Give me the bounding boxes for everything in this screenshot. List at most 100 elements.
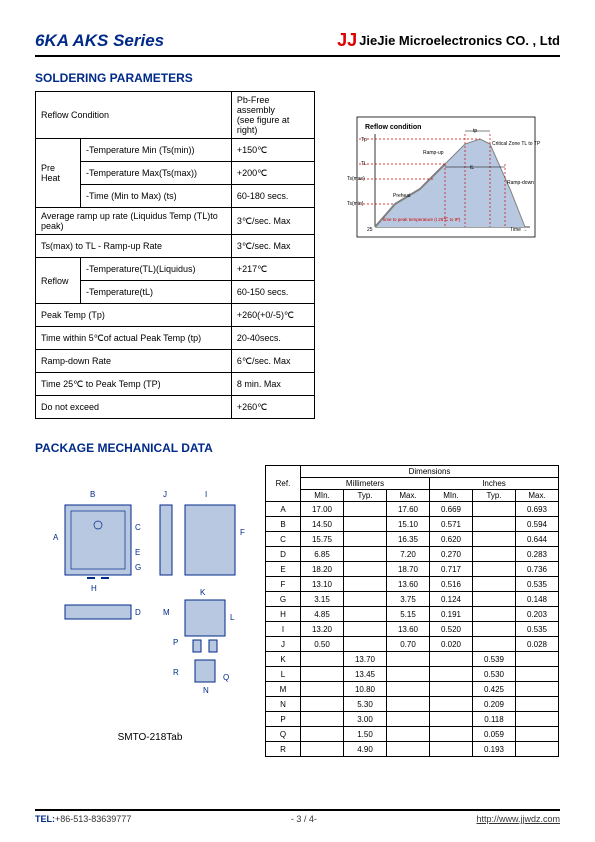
company-block: JJ JieJie Microelectronics CO. , Ltd [337, 30, 560, 51]
dim-typ1: Typ. [344, 490, 387, 502]
dim-cell [516, 682, 559, 697]
dim-cell: J [266, 637, 301, 652]
dim-cell [473, 532, 516, 547]
reflow-r0-v: +217℃ [231, 258, 314, 281]
dim-cell [344, 562, 387, 577]
svg-text:A: A [53, 533, 59, 542]
dim-cell [516, 697, 559, 712]
dim-cell [344, 637, 387, 652]
logo-text: JJ [337, 30, 357, 51]
dim-cell [473, 547, 516, 562]
avg-ramp-l: Average ramp up rate (Liquidus Temp (TL)… [36, 208, 232, 235]
dim-cell: 0.669 [430, 502, 473, 517]
dim-cell: 0.693 [516, 502, 559, 517]
dim-cell: 0.283 [516, 547, 559, 562]
dim-cell [301, 652, 344, 667]
dim-cell: C [266, 532, 301, 547]
dim-cell [516, 742, 559, 757]
rest-r0-v: +260(+0/-5)℃ [231, 304, 314, 327]
svg-text:Time →: Time → [510, 227, 527, 233]
dim-cell: 13.60 [387, 577, 430, 592]
dim-max2: Max. [516, 490, 559, 502]
svg-text:TL: TL [361, 161, 367, 167]
dim-cell: 13.60 [387, 622, 430, 637]
dim-cell: 0.539 [473, 652, 516, 667]
preheat-r2-l: -Time (Min to Max) (ts) [81, 185, 232, 208]
dim-cell: 0.620 [430, 532, 473, 547]
dim-cell [344, 532, 387, 547]
dim-cell [344, 592, 387, 607]
dim-cell [473, 502, 516, 517]
svg-text:I: I [205, 490, 207, 499]
svg-text:R: R [173, 668, 179, 677]
dim-cell: 13.10 [301, 577, 344, 592]
company-name: JieJie Microelectronics CO. , Ltd [359, 33, 560, 48]
reflow-diagram: Reflow condition Tp TL Ts(max) [345, 109, 545, 419]
dim-cell: 0.203 [516, 607, 559, 622]
svg-text:C: C [135, 523, 141, 532]
package-drawing: B A C E G H J I F D K [35, 465, 265, 757]
dim-cell [473, 622, 516, 637]
rest-r4-v: +260℃ [231, 396, 314, 419]
soldering-table: Reflow Condition Pb-Free assembly (see f… [35, 91, 315, 419]
reflow-r1-l: -Temperature(tL) [81, 281, 232, 304]
dim-cell: 7.20 [387, 547, 430, 562]
dim-cell: L [266, 667, 301, 682]
dim-cell [430, 652, 473, 667]
dim-cell: N [266, 697, 301, 712]
dim-cell [344, 622, 387, 637]
dim-cell [301, 667, 344, 682]
svg-text:25: 25 [367, 227, 373, 233]
dim-cell [430, 742, 473, 757]
dim-cell [516, 667, 559, 682]
dim-cell [387, 697, 430, 712]
svg-text:P: P [173, 638, 178, 647]
svg-text:G: G [135, 563, 141, 572]
dim-cell: 0.148 [516, 592, 559, 607]
svg-text:E: E [135, 548, 140, 557]
rest-r2-l: Ramp-down Rate [36, 350, 232, 373]
rest-r3-l: Time 25℃ to Peak Temp (TP) [36, 373, 232, 396]
dim-cell: 5.30 [344, 697, 387, 712]
dim-cell: 0.571 [430, 517, 473, 532]
series-title: 6KA AKS Series [35, 31, 164, 51]
dim-cell: E [266, 562, 301, 577]
svg-text:Critical Zone TL to TP: Critical Zone TL to TP [492, 141, 541, 147]
dim-cell [387, 652, 430, 667]
svg-text:B: B [90, 490, 95, 499]
dim-cell [301, 682, 344, 697]
page-footer: TEL:+86-513-83639777 - 3 / 4- http://www… [35, 809, 560, 824]
dim-cell [473, 637, 516, 652]
dim-cell: 4.85 [301, 607, 344, 622]
dim-cell: I [266, 622, 301, 637]
dim-cell: 0.193 [473, 742, 516, 757]
dim-cell: 0.425 [473, 682, 516, 697]
dim-typ2: Typ. [473, 490, 516, 502]
dim-cell [473, 592, 516, 607]
svg-text:time to peak temperature (t 25: time to peak temperature (t 25℃ to tP) [383, 217, 461, 222]
dim-cell: 5.15 [387, 607, 430, 622]
dim-cell [344, 577, 387, 592]
dim-cell [387, 727, 430, 742]
dim-cell: 0.118 [473, 712, 516, 727]
dim-cell [516, 727, 559, 742]
dim-cell: 0.644 [516, 532, 559, 547]
dim-cell: 1.50 [344, 727, 387, 742]
preheat-r1-l: -Temperature Max(Ts(max)) [81, 162, 232, 185]
dim-cell: 0.270 [430, 547, 473, 562]
dim-cell: 0.535 [516, 622, 559, 637]
dim-cell: G [266, 592, 301, 607]
rest-r1-v: 20-40secs. [231, 327, 314, 350]
dim-cell: K [266, 652, 301, 667]
dim-cell: 18.70 [387, 562, 430, 577]
dim-cell: 0.059 [473, 727, 516, 742]
dim-cell: 17.00 [301, 502, 344, 517]
dim-cell [344, 547, 387, 562]
rest-r0-l: Peak Temp (Tp) [36, 304, 232, 327]
dim-cell: 17.60 [387, 502, 430, 517]
svg-text:Preheat: Preheat [393, 193, 411, 199]
dim-cell: Q [266, 727, 301, 742]
dim-cell: 0.124 [430, 592, 473, 607]
dim-cell: 15.75 [301, 532, 344, 547]
dim-cell: M [266, 682, 301, 697]
